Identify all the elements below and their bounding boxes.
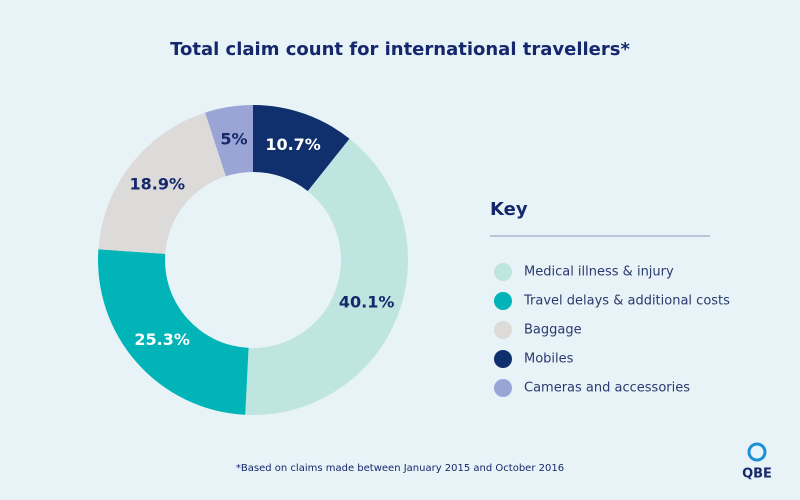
logo-mark [747,442,767,462]
legend-label: Medical illness & injury [524,265,674,280]
data-label: 40.1% [339,292,395,311]
donut-segment [98,112,226,254]
donut-segment [253,105,350,192]
legend-swatch [494,292,512,310]
data-label: 25.3% [134,330,190,349]
legend-swatch [494,263,512,281]
data-label: 5% [220,129,247,148]
legend-swatch [494,350,512,368]
logo-text: QBE [742,467,772,482]
legend-label: Cameras and accessories [524,381,690,396]
legend-label: Mobiles [524,352,574,367]
donut-segment [205,105,253,177]
legend-label: Travel delays & additional costs [523,294,730,309]
legend-label: Baggage [524,323,582,338]
donut-segment [97,249,249,415]
chart-title: Total claim count for international trav… [170,39,630,60]
data-label: 10.7% [265,135,321,154]
legend-swatch [494,321,512,339]
data-label: 18.9% [129,175,185,194]
logo: QBE [742,442,772,482]
footnote: *Based on claims made between January 20… [236,463,564,474]
legend-title: Key [490,199,528,220]
legend-swatch [494,379,512,397]
donut-segment [245,138,408,415]
